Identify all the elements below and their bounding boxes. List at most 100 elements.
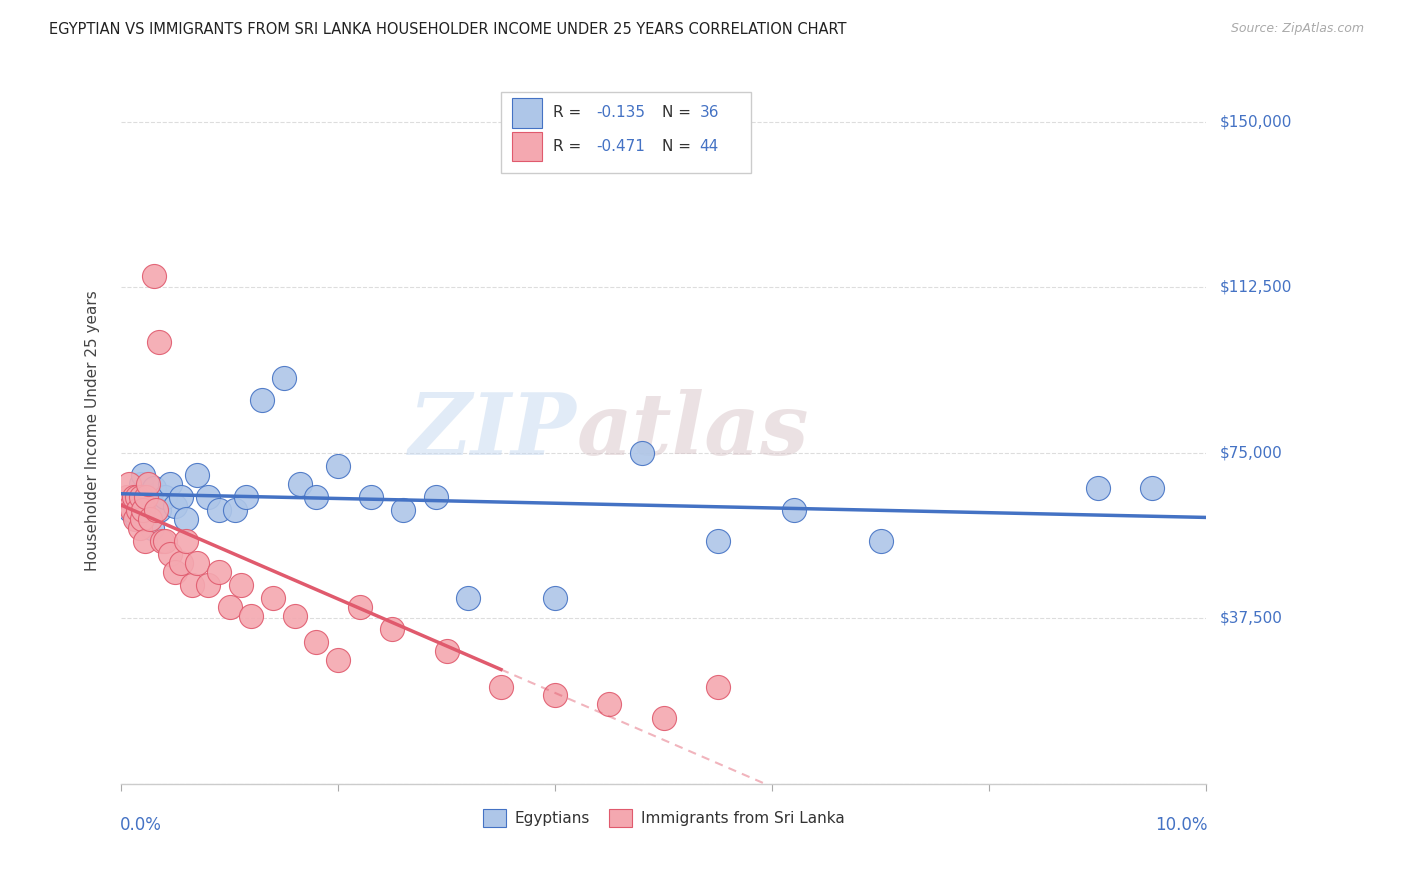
Point	[148, 503, 170, 517]
Point	[197, 490, 219, 504]
Text: $75,000: $75,000	[1220, 445, 1282, 460]
Point	[118, 476, 141, 491]
Text: 0.0%: 0.0%	[120, 815, 162, 834]
Text: $112,500: $112,500	[1220, 279, 1292, 294]
Point	[141, 521, 163, 535]
Text: ZIP: ZIP	[409, 389, 576, 473]
Point	[208, 503, 231, 517]
Point	[707, 680, 730, 694]
Point	[165, 499, 187, 513]
Point	[235, 490, 257, 504]
Text: EGYPTIAN VS IMMIGRANTS FROM SRI LANKA HOUSEHOLDER INCOME UNDER 25 YEARS CORRELAT: EGYPTIAN VS IMMIGRANTS FROM SRI LANKA HO…	[49, 22, 846, 37]
Point	[136, 476, 159, 491]
Point	[218, 600, 240, 615]
Point	[131, 512, 153, 526]
Point	[240, 609, 263, 624]
Point	[305, 490, 328, 504]
Point	[134, 490, 156, 504]
Point	[328, 458, 350, 473]
Point	[159, 547, 181, 561]
Point	[115, 490, 138, 504]
Point	[305, 635, 328, 649]
Point	[360, 490, 382, 504]
Point	[208, 565, 231, 579]
Text: N =: N =	[662, 139, 696, 154]
Point	[250, 392, 273, 407]
Point	[127, 490, 149, 504]
Point	[284, 609, 307, 624]
Text: $37,500: $37,500	[1220, 611, 1284, 625]
Point	[153, 490, 176, 504]
Point	[124, 512, 146, 526]
Point	[457, 591, 479, 606]
Point	[127, 512, 149, 526]
Point	[122, 490, 145, 504]
FancyBboxPatch shape	[512, 98, 543, 128]
Point	[381, 622, 404, 636]
Y-axis label: Householder Income Under 25 years: Householder Income Under 25 years	[86, 290, 100, 571]
Point	[170, 556, 193, 570]
Point	[186, 556, 208, 570]
Point	[122, 490, 145, 504]
Point	[118, 503, 141, 517]
Text: 10.0%: 10.0%	[1154, 815, 1208, 834]
Point	[145, 503, 167, 517]
Point	[132, 503, 155, 517]
Point	[290, 476, 312, 491]
Point	[544, 689, 567, 703]
Point	[142, 269, 165, 284]
Point	[783, 503, 806, 517]
Text: $150,000: $150,000	[1220, 114, 1292, 129]
Point	[349, 600, 371, 615]
Point	[136, 503, 159, 517]
Point	[262, 591, 284, 606]
Point	[224, 503, 246, 517]
Point	[186, 467, 208, 482]
Point	[139, 512, 162, 526]
Point	[129, 476, 152, 491]
Text: 36: 36	[700, 105, 718, 120]
Point	[273, 370, 295, 384]
Point	[159, 476, 181, 491]
Point	[128, 521, 150, 535]
Point	[436, 644, 458, 658]
Point	[132, 467, 155, 482]
Point	[425, 490, 447, 504]
Point	[121, 503, 143, 517]
Point	[134, 533, 156, 548]
Point	[328, 653, 350, 667]
FancyBboxPatch shape	[512, 132, 543, 161]
Text: Source: ZipAtlas.com: Source: ZipAtlas.com	[1230, 22, 1364, 36]
Point	[707, 533, 730, 548]
Text: R =: R =	[553, 105, 586, 120]
Text: -0.471: -0.471	[596, 139, 645, 154]
Point	[652, 710, 675, 724]
Point	[1087, 481, 1109, 495]
FancyBboxPatch shape	[501, 92, 751, 173]
Text: atlas: atlas	[576, 389, 810, 473]
Legend: Egyptians, Immigrants from Sri Lanka: Egyptians, Immigrants from Sri Lanka	[477, 803, 851, 832]
Point	[142, 481, 165, 495]
Point	[135, 490, 157, 504]
Text: R =: R =	[553, 139, 586, 154]
Point	[392, 503, 415, 517]
Point	[631, 445, 654, 459]
Point	[1140, 481, 1163, 495]
Point	[180, 578, 202, 592]
Point	[174, 533, 197, 548]
Text: -0.135: -0.135	[596, 105, 645, 120]
Text: N =: N =	[662, 105, 696, 120]
Point	[153, 533, 176, 548]
Point	[598, 698, 620, 712]
Point	[229, 578, 252, 592]
Point	[170, 490, 193, 504]
Point	[174, 512, 197, 526]
Point	[544, 591, 567, 606]
Point	[148, 335, 170, 350]
Point	[197, 578, 219, 592]
Point	[120, 499, 142, 513]
Point	[165, 565, 187, 579]
Point	[128, 503, 150, 517]
Point	[489, 680, 512, 694]
Text: 44: 44	[700, 139, 718, 154]
